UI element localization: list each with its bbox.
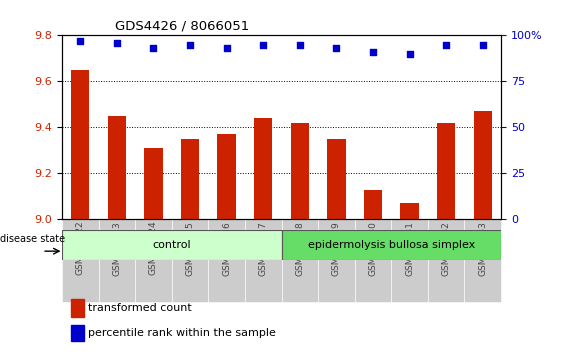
- Point: [296, 42, 305, 47]
- Bar: [437, 123, 455, 219]
- Bar: [400, 203, 419, 219]
- Bar: [71, 325, 84, 341]
- Point: [442, 42, 451, 47]
- Point: [185, 42, 195, 47]
- Point: [112, 40, 122, 46]
- Bar: [254, 118, 272, 219]
- Bar: [428, 219, 464, 302]
- Bar: [391, 219, 428, 302]
- Text: disease state: disease state: [0, 234, 65, 244]
- Point: [368, 49, 377, 55]
- Bar: [217, 135, 236, 219]
- Bar: [473, 111, 492, 219]
- Bar: [181, 139, 199, 219]
- Bar: [282, 219, 318, 302]
- Point: [405, 51, 414, 57]
- Bar: [172, 219, 208, 302]
- Point: [75, 38, 84, 44]
- Bar: [282, 230, 501, 260]
- Bar: [208, 219, 245, 302]
- Bar: [327, 139, 346, 219]
- Bar: [245, 219, 282, 302]
- Text: control: control: [153, 240, 191, 250]
- Bar: [108, 116, 126, 219]
- Bar: [144, 148, 163, 219]
- Bar: [355, 219, 391, 302]
- Point: [332, 45, 341, 51]
- Bar: [318, 219, 355, 302]
- Text: epidermolysis bullosa simplex: epidermolysis bullosa simplex: [307, 240, 475, 250]
- Point: [222, 45, 231, 51]
- Bar: [135, 219, 172, 302]
- Point: [258, 42, 268, 47]
- Point: [149, 45, 158, 51]
- Bar: [71, 70, 90, 219]
- Bar: [464, 219, 501, 302]
- Point: [478, 42, 487, 47]
- Bar: [364, 189, 382, 219]
- Bar: [291, 123, 309, 219]
- Bar: [62, 230, 282, 260]
- Text: percentile rank within the sample: percentile rank within the sample: [88, 328, 276, 338]
- Text: GDS4426 / 8066051: GDS4426 / 8066051: [115, 20, 249, 33]
- Bar: [62, 219, 99, 302]
- Text: transformed count: transformed count: [88, 303, 192, 313]
- Bar: [99, 219, 135, 302]
- Bar: [71, 299, 84, 318]
